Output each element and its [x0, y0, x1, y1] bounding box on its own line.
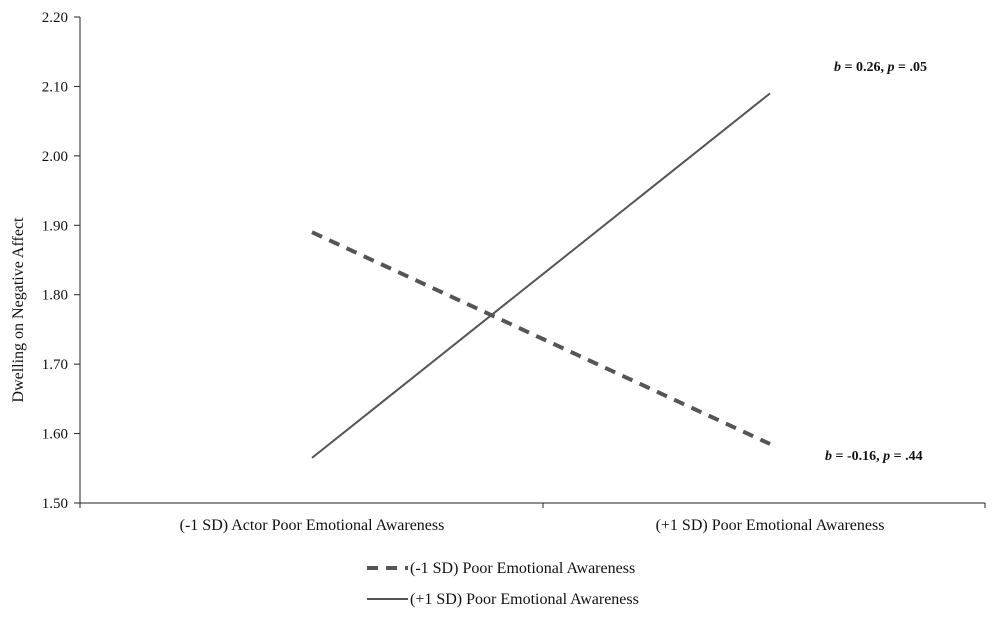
y-tick-label: 2.20: [42, 10, 68, 26]
legend: (-1 SD) Poor Emotional Awareness (+1 SD) …: [367, 560, 639, 608]
legend-label: (-1 SD) Poor Emotional Awareness: [410, 560, 635, 577]
annotation-p-value: = .44: [890, 449, 922, 464]
annotation-b-label: b: [825, 449, 832, 464]
annotation-p-value: = .05: [894, 60, 926, 75]
slope-annotation: b = 0.26, p = .05: [834, 60, 927, 75]
legend-label: (+1 SD) Poor Emotional Awareness: [410, 591, 639, 608]
y-tick-label: 1.90: [42, 218, 68, 234]
y-tick-label: 1.70: [42, 357, 68, 373]
annotation-b-value: = -0.16,: [832, 449, 883, 464]
y-axis: 1.50 1.60 1.70 1.80 1.90 2.00 2.10 2.20: [42, 10, 81, 512]
y-tick-label: 1.60: [42, 427, 68, 443]
y-tick-label: 2.10: [42, 79, 68, 95]
annotation-layer: b = -0.16, p = .44b = 0.26, p = .05: [825, 60, 927, 464]
y-tick-label: 2.00: [42, 149, 68, 165]
y-tick-label: 1.80: [42, 288, 68, 304]
series-layer: [311, 92, 771, 459]
slope-annotation: b = -0.16, p = .44: [825, 449, 923, 464]
x-category-label: (-1 SD) Actor Poor Emotional Awareness: [180, 517, 445, 534]
x-category-label: (+1 SD) Poor Emotional Awareness: [656, 517, 885, 534]
annotation-b-value: = 0.26,: [841, 60, 887, 75]
series-line-high-awareness: [311, 92, 771, 459]
annotation-p-label: p: [886, 60, 894, 75]
series-line-low-awareness: [311, 230, 771, 446]
y-tick-label: 1.50: [42, 496, 68, 512]
annotation-p-label: p: [882, 449, 890, 464]
y-axis-label: Dwelling on Negative Affect: [10, 217, 27, 403]
annotation-b-label: b: [834, 60, 841, 75]
x-axis: (-1 SD) Actor Poor Emotional Awareness (+…: [79, 502, 986, 534]
